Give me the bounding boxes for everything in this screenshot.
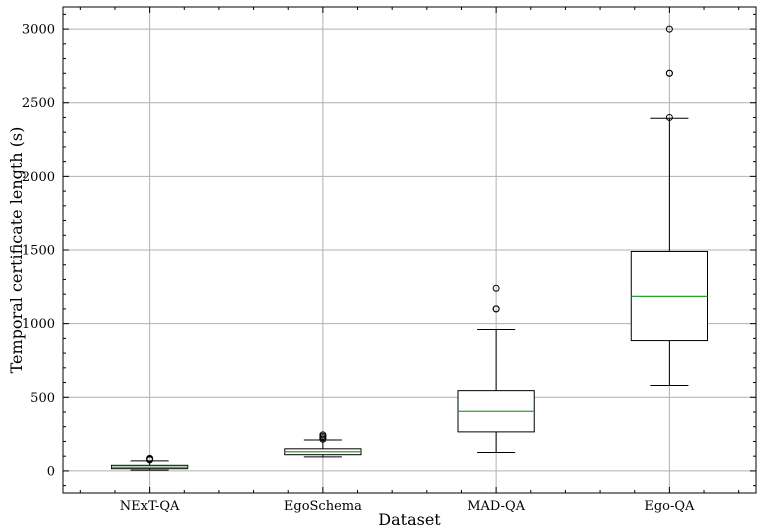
- x-tick-label: EgoSchema: [284, 499, 362, 514]
- y-axis-label: Temporal certificate length (s): [7, 127, 26, 374]
- y-tick-label: 1500: [22, 244, 55, 259]
- outlier-point: [665, 69, 673, 77]
- y-tick-label: 1000: [22, 317, 55, 332]
- outlier-point: [492, 284, 500, 292]
- outlier-point: [319, 431, 327, 439]
- y-tick-label: 3000: [22, 23, 55, 38]
- x-tick-label: MAD-QA: [467, 499, 525, 514]
- x-tick-label: NExT-QA: [120, 499, 180, 514]
- outlier-point: [665, 113, 673, 121]
- axis-ticks: [63, 7, 756, 493]
- x-tick-label: Ego-QA: [644, 499, 695, 514]
- box-series: [111, 25, 708, 471]
- y-tick-label: 2000: [22, 170, 55, 185]
- outlier-point: [665, 25, 673, 33]
- box-ego-qa: [630, 25, 708, 386]
- y-tick-label: 2500: [22, 96, 55, 111]
- tick-labels: 0 500 1000 1500 2000 2500 3000 NExT-QA EgoSchema…: [22, 23, 695, 514]
- grid: [63, 7, 756, 493]
- box-mad-qa: [457, 284, 535, 453]
- box-egoschema: [284, 431, 362, 458]
- y-tick-label: 500: [30, 391, 55, 406]
- x-axis-label: Dataset: [378, 510, 441, 528]
- y-tick-label: 0: [47, 464, 55, 479]
- outlier-point: [146, 454, 154, 462]
- box-next-qa: [111, 454, 189, 471]
- outlier-point: [492, 305, 500, 313]
